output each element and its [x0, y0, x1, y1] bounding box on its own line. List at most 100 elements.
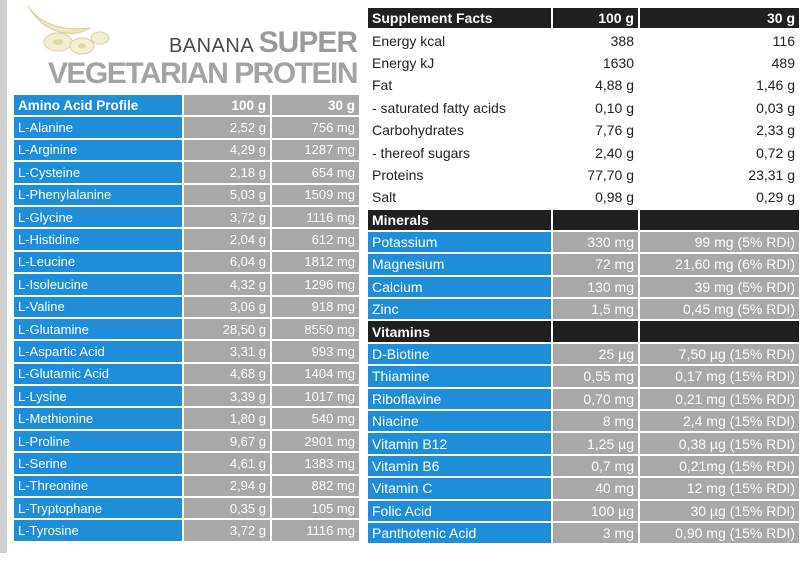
- value-100g: 2,52 g: [184, 117, 270, 138]
- value-100g: 4,61 g: [184, 453, 270, 474]
- product-title-line1: BANANA SUPER: [169, 28, 358, 58]
- value-30g: 7,50 µg (15% RDI): [640, 343, 799, 365]
- table-row: L-Arginine 4,29 g 1287 mg: [14, 139, 359, 161]
- value-30g: 0,38 µg (15% RDI): [640, 433, 799, 454]
- value-100g: 0,10 g: [553, 97, 638, 118]
- value-30g: 612 mg: [272, 229, 359, 250]
- value-100g: 0,70 mg: [553, 388, 638, 410]
- value-30g: 993 mg: [272, 341, 359, 362]
- table-row: L-Threonine 2,94 g 882 mg: [14, 475, 359, 497]
- value-100g: 330 mg: [553, 231, 638, 253]
- value-30g: 1116 mg: [272, 520, 359, 541]
- value-30g: 2901 mg: [272, 430, 359, 452]
- value-100g: 2,40 g: [553, 142, 638, 163]
- table-row: - saturated fatty acids 0,10 g 0,03 g: [368, 97, 799, 118]
- value-30g: 1116 mg: [272, 206, 359, 228]
- value-30g: 1,46 g: [640, 75, 799, 96]
- table-row: L-Tyrosine 3,72 g 1116 mg: [14, 520, 359, 541]
- vitamin-name: Vitamin C: [368, 478, 551, 499]
- table-row: L-Glutamine 28,50 g 8550 mg: [14, 318, 359, 340]
- amino-header-row: Amino Acid Profile 100 g 30 g: [14, 95, 359, 116]
- value-30g: 0,45 mg (5% RDI): [640, 299, 799, 320]
- table-row: L-Tryptophane 0,35 g 105 mg: [14, 498, 359, 519]
- value-100g: 100 µg: [553, 500, 638, 521]
- value-30g: 30 µg (15% RDI): [640, 500, 799, 521]
- table-row: Niacine 8 mg 2,4 mg (15% RDI): [368, 411, 799, 432]
- table-row: Carbohydrates 7,76 g 2,33 g: [368, 119, 799, 141]
- table-row: L-Methionine 1,80 g 540 mg: [14, 408, 359, 429]
- amino-acid-name: L-Valine: [14, 296, 182, 317]
- table-row: Salt 0,98 g 0,29 g: [368, 187, 799, 208]
- value-100g: 6,04 g: [184, 251, 270, 273]
- value-100g: 28,50 g: [184, 318, 270, 340]
- table-row: Vitamin C 40 mg 12 mg (15% RDI): [368, 478, 799, 499]
- value-30g: 0,21 mg (15% RDI): [640, 388, 799, 410]
- table-row: Vitamin B12 1,25 µg 0,38 µg (15% RDI): [368, 433, 799, 454]
- value-30g: 0,90 mg (15% RDI): [640, 522, 799, 544]
- value-100g: 2,94 g: [184, 475, 270, 497]
- vitamin-name: Vitamin B6: [368, 455, 551, 477]
- section-header-blank: [640, 321, 799, 342]
- value-100g: 3 mg: [553, 522, 638, 544]
- table-row: L-Valine 3,06 g 918 mg: [14, 296, 359, 317]
- mineral-name: Potassium: [368, 231, 551, 253]
- value-100g: 2,04 g: [184, 229, 270, 250]
- value-100g: 7,76 g: [553, 119, 638, 141]
- amino-acid-name: L-Methionine: [14, 408, 182, 429]
- value-30g: 1812 mg: [272, 251, 359, 273]
- value-30g: 918 mg: [272, 296, 359, 317]
- table-row: Vitamin B6 0,7 mg 0,21mg (15% RDI): [368, 455, 799, 477]
- table-row: L-Aspartic Acid 3,31 g 993 mg: [14, 341, 359, 362]
- amino-acid-name: L-Threonine: [14, 475, 182, 497]
- table-row: L-Proline 9,67 g 2901 mg: [14, 430, 359, 452]
- value-100g: 3,31 g: [184, 341, 270, 362]
- column-header-30g: 30 g: [640, 8, 799, 29]
- value-30g: 23,31 g: [640, 164, 799, 186]
- table-row: L-Glycine 3,72 g 1116 mg: [14, 206, 359, 228]
- vitamin-name: Folic Acid: [368, 500, 551, 521]
- value-30g: 1383 mg: [272, 453, 359, 474]
- nutrient-name: Energy kJ: [368, 52, 551, 74]
- value-30g: 1404 mg: [272, 363, 359, 385]
- column-header-100g: 100 g: [184, 95, 270, 116]
- mineral-name: Zinc: [368, 299, 551, 320]
- supplement-facts-table: Supplement Facts 100 g 30 g Energy kcal 388 1…: [366, 6, 800, 545]
- amino-acid-name: L-Lysine: [14, 386, 182, 407]
- amino-acid-name: L-Leucine: [14, 251, 182, 273]
- nutrient-name: Proteins: [368, 164, 551, 186]
- value-100g: 3,72 g: [184, 206, 270, 228]
- table-row: L-Isoleucine 4,32 g 1296 mg: [14, 274, 359, 295]
- amino-acid-name: L-Phenylalanine: [14, 184, 182, 205]
- vitamin-name: Niacine: [368, 411, 551, 432]
- amino-acid-name: L-Tyrosine: [14, 520, 182, 541]
- value-100g: 1,5 mg: [553, 299, 638, 320]
- value-100g: 4,29 g: [184, 139, 270, 161]
- value-100g: 0,7 mg: [553, 455, 638, 477]
- vitamins-section-row: Vitamins: [368, 321, 799, 342]
- value-30g: 540 mg: [272, 408, 359, 429]
- table-row: Energy kcal 388 116: [368, 30, 799, 51]
- value-100g: 3,72 g: [184, 520, 270, 541]
- table-row: Fat 4,88 g 1,46 g: [368, 75, 799, 96]
- vitamin-name: Vitamin B12: [368, 433, 551, 454]
- value-30g: 756 mg: [272, 117, 359, 138]
- amino-acid-table: Amino Acid Profile 100 g 30 g L-Alanine 2,52…: [12, 93, 361, 543]
- column-header-label: Supplement Facts: [368, 8, 551, 29]
- value-30g: 8550 mg: [272, 318, 359, 340]
- value-100g: 8 mg: [553, 411, 638, 432]
- value-100g: 4,32 g: [184, 274, 270, 295]
- value-100g: 0,98 g: [553, 187, 638, 208]
- value-100g: 9,67 g: [184, 430, 270, 452]
- value-100g: 72 mg: [553, 254, 638, 275]
- amino-acid-name: L-Arginine: [14, 139, 182, 161]
- nutrient-name: - thereof sugars: [368, 142, 551, 163]
- value-30g: 1017 mg: [272, 386, 359, 407]
- value-100g: 3,39 g: [184, 386, 270, 407]
- nutrient-name: - saturated fatty acids: [368, 97, 551, 118]
- amino-acid-name: L-Alanine: [14, 117, 182, 138]
- table-row: D-Biotine 25 µg 7,50 µg (15% RDI): [368, 343, 799, 365]
- value-100g: 40 mg: [553, 478, 638, 499]
- vitamin-name: D-Biotine: [368, 343, 551, 365]
- value-30g: 2,4 mg (15% RDI): [640, 411, 799, 432]
- table-row: - thereof sugars 2,40 g 0,72 g: [368, 142, 799, 163]
